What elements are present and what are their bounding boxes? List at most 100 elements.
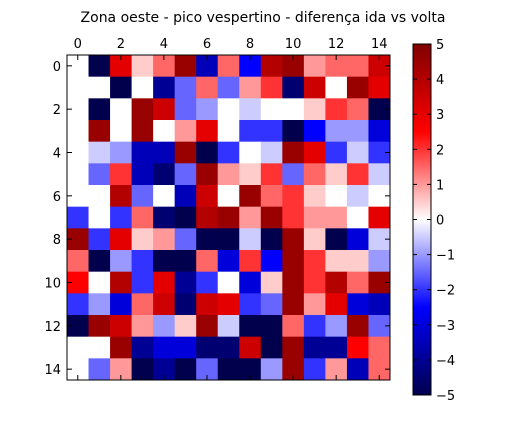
heatmap-cell xyxy=(110,98,133,121)
heatmap-cell xyxy=(325,163,348,186)
x-tick-label: 8 xyxy=(246,37,254,52)
heatmap-cell xyxy=(303,336,326,359)
heatmap-cell xyxy=(368,358,391,381)
heatmap-cell xyxy=(260,141,283,164)
x-tick-label: 6 xyxy=(203,37,211,52)
heatmap-cell xyxy=(217,141,240,164)
heatmap-cell xyxy=(67,228,90,251)
heatmap-cell xyxy=(110,250,133,273)
heatmap-cell xyxy=(131,271,154,294)
heatmap-cell xyxy=(110,76,133,99)
heatmap-cell xyxy=(368,98,391,121)
heatmap-cell xyxy=(217,206,240,229)
heatmap-cell xyxy=(153,315,176,338)
heatmap-cell xyxy=(88,250,111,273)
heatmap-cell xyxy=(239,76,262,99)
heatmap-cell xyxy=(282,55,305,78)
heatmap-cell xyxy=(196,315,219,338)
heatmap-cell xyxy=(325,76,348,99)
heatmap-cell xyxy=(346,293,369,316)
heatmap-cell xyxy=(282,271,305,294)
heatmap-cell xyxy=(131,206,154,229)
heatmap-cell xyxy=(153,358,176,381)
heatmap-cell xyxy=(260,250,283,273)
heatmap-cell xyxy=(325,358,348,381)
heatmap-cell xyxy=(260,185,283,208)
colorbar-tick-label: 0 xyxy=(436,214,444,229)
heatmap-cell xyxy=(239,185,262,208)
heatmap-cell xyxy=(303,185,326,208)
heatmap-cell xyxy=(67,141,90,164)
x-tick-label: 14 xyxy=(371,37,388,52)
heatmap-cell xyxy=(174,228,197,251)
heatmap-cell xyxy=(260,163,283,186)
heatmap-cell xyxy=(153,163,176,186)
heatmap-cell xyxy=(67,120,90,143)
heatmap-cell xyxy=(303,55,326,78)
x-tick-label: 10 xyxy=(285,37,302,52)
colorbar xyxy=(413,44,431,395)
heatmap-cell xyxy=(196,293,219,316)
heatmap-cell xyxy=(282,293,305,316)
heatmap-cell xyxy=(196,163,219,186)
colorbar-axis: −5 −4 −3 −2 −1 0 1 2 3 4 5 xyxy=(413,38,455,404)
heatmap-cell xyxy=(346,358,369,381)
heatmap-cell xyxy=(325,206,348,229)
heatmap-cell xyxy=(67,315,90,338)
heatmap-cell xyxy=(239,315,262,338)
heatmap-cell xyxy=(88,358,111,381)
heatmap-cell xyxy=(260,293,283,316)
heatmap-cell xyxy=(196,206,219,229)
heatmap-cell xyxy=(368,293,391,316)
heatmap-cell xyxy=(174,271,197,294)
heatmap-cell xyxy=(131,163,154,186)
heatmap-cell xyxy=(131,315,154,338)
x-tick-label: 0 xyxy=(74,37,82,52)
heatmap-cell xyxy=(239,250,262,273)
heatmap-cell xyxy=(325,336,348,359)
heatmap-cell xyxy=(131,120,154,143)
heatmap-cell xyxy=(325,250,348,273)
heatmap-cell xyxy=(174,98,197,121)
heatmap-cell xyxy=(110,206,133,229)
heatmap-cell xyxy=(217,76,240,99)
heatmap-cell xyxy=(67,98,90,121)
heatmap-cell xyxy=(260,358,283,381)
heatmap-cell xyxy=(88,336,111,359)
heatmap-cell xyxy=(174,120,197,143)
heatmap-cell xyxy=(368,163,391,186)
colorbar-tick-label: −4 xyxy=(436,354,455,369)
heatmap-cell xyxy=(196,55,219,78)
heatmap-cell xyxy=(67,206,90,229)
heatmap-cell xyxy=(346,315,369,338)
heatmap-cell xyxy=(239,228,262,251)
heatmap-cell xyxy=(303,206,326,229)
heatmap-cell xyxy=(346,228,369,251)
colorbar-tick-label: −2 xyxy=(436,284,455,299)
heatmap-cell xyxy=(368,250,391,273)
heatmap-cell xyxy=(303,163,326,186)
heatmap-cell xyxy=(67,185,90,208)
heatmap-cell xyxy=(174,55,197,78)
y-tick-label: 14 xyxy=(44,363,61,378)
heatmap-cell xyxy=(153,76,176,99)
colorbar-tick-label: 1 xyxy=(436,178,444,193)
heatmap-cell xyxy=(239,141,262,164)
heatmap-cell xyxy=(88,271,111,294)
heatmap-cell xyxy=(67,271,90,294)
heatmap-cell xyxy=(260,76,283,99)
heatmap-cells xyxy=(67,55,391,381)
heatmap-cell xyxy=(260,336,283,359)
heatmap-cell xyxy=(174,315,197,338)
heatmap-cell xyxy=(217,120,240,143)
heatmap-cell xyxy=(88,228,111,251)
heatmap-cell xyxy=(196,250,219,273)
heatmap-cell xyxy=(131,358,154,381)
heatmap-cell xyxy=(282,98,305,121)
heatmap-cell xyxy=(131,76,154,99)
heatmap-cell xyxy=(88,141,111,164)
heatmap-cell xyxy=(153,293,176,316)
y-tick-label: 10 xyxy=(44,277,61,292)
heatmap-cell xyxy=(303,271,326,294)
heatmap-cell xyxy=(88,98,111,121)
